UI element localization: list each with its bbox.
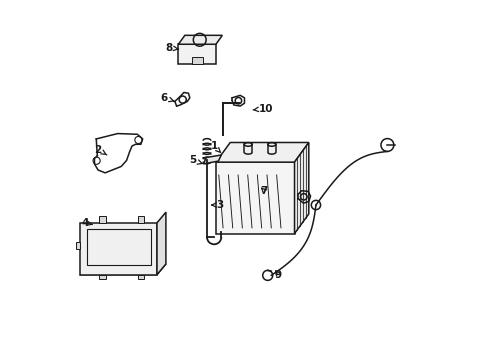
Text: 1: 1: [210, 141, 220, 153]
Polygon shape: [99, 216, 105, 223]
Polygon shape: [178, 44, 216, 64]
Text: 9: 9: [274, 270, 282, 280]
Polygon shape: [157, 212, 165, 275]
Polygon shape: [138, 216, 144, 223]
Text: 4: 4: [81, 218, 92, 228]
Text: 8: 8: [165, 43, 178, 53]
Polygon shape: [76, 242, 80, 249]
Polygon shape: [216, 143, 308, 162]
Polygon shape: [138, 275, 144, 279]
Text: 10: 10: [253, 104, 273, 113]
Polygon shape: [157, 242, 161, 249]
Polygon shape: [80, 223, 157, 275]
Polygon shape: [294, 143, 308, 234]
Text: 3: 3: [211, 200, 223, 210]
Text: 5: 5: [189, 156, 202, 165]
Text: 7: 7: [260, 186, 267, 196]
Polygon shape: [216, 162, 294, 234]
Polygon shape: [178, 35, 222, 44]
Polygon shape: [191, 57, 203, 64]
Polygon shape: [203, 155, 221, 164]
Text: 6: 6: [160, 93, 173, 103]
Polygon shape: [99, 275, 105, 279]
Text: 2: 2: [94, 145, 106, 155]
Polygon shape: [80, 264, 165, 275]
